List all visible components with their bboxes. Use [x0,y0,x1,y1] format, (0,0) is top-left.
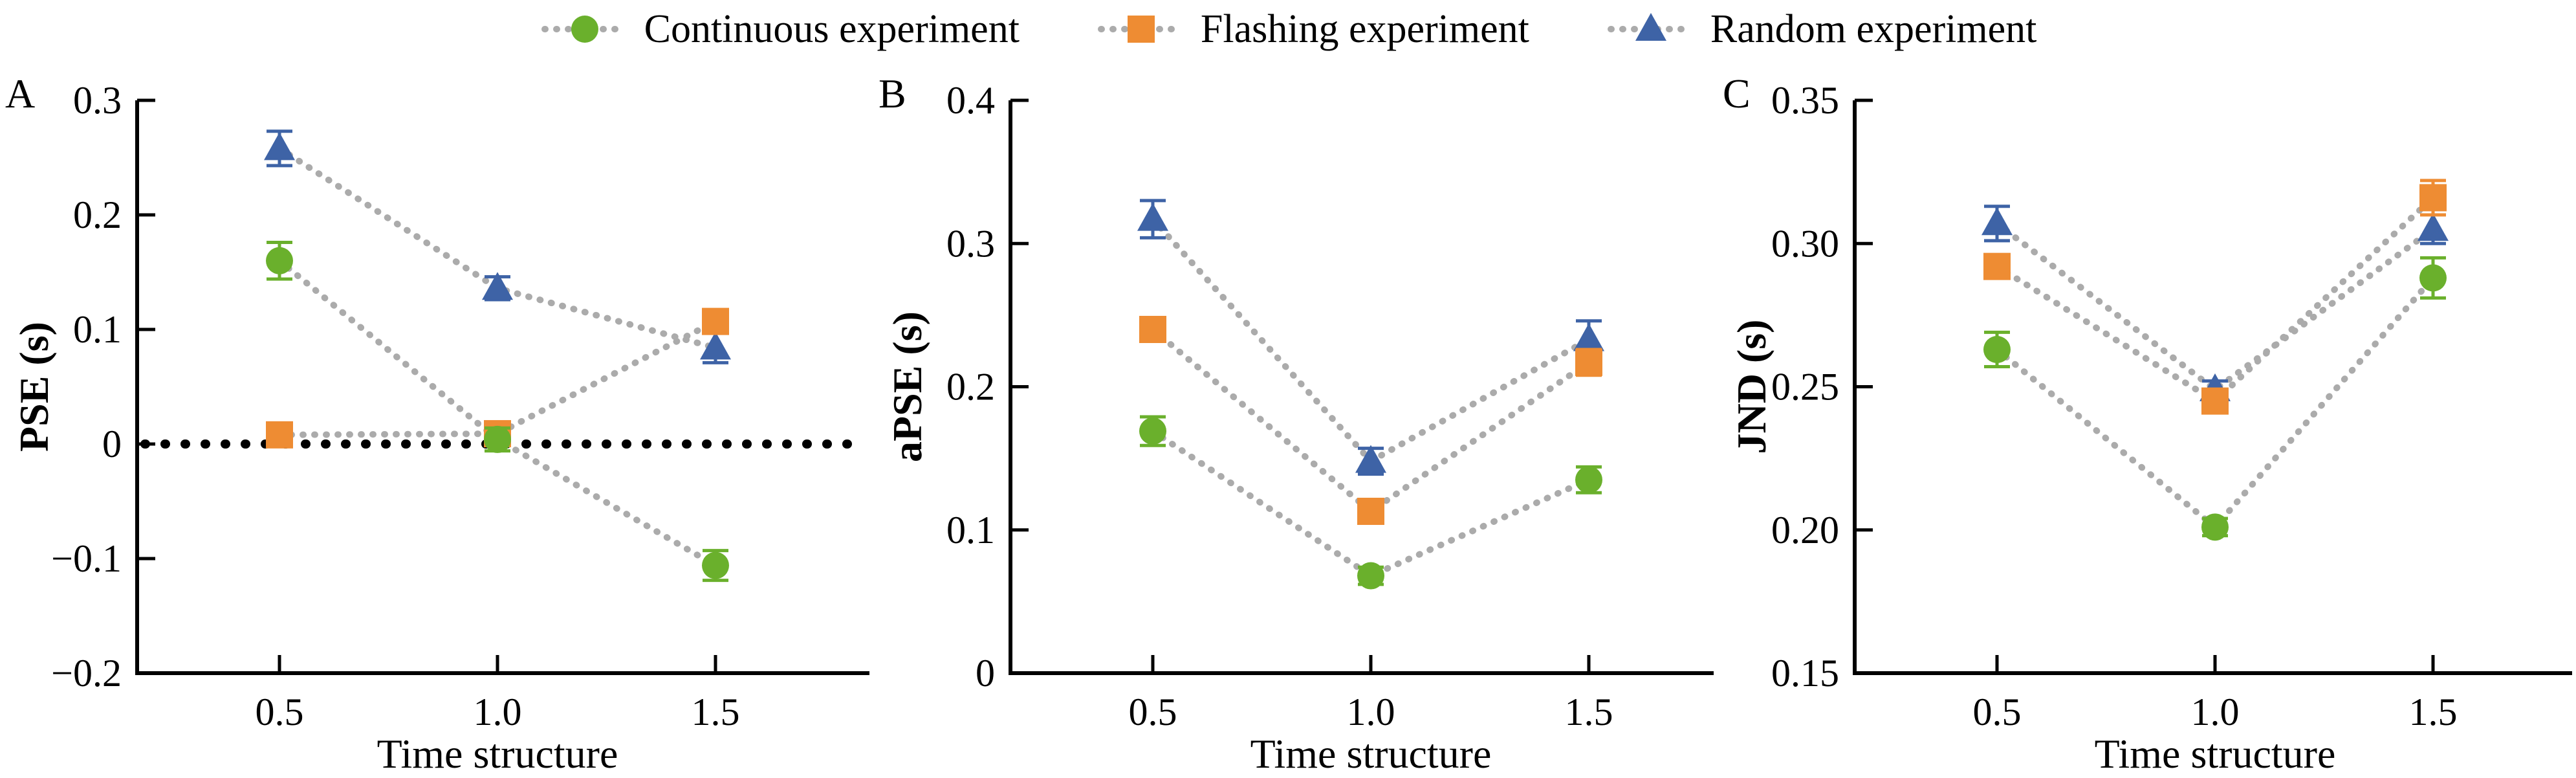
panel-letter: A [5,71,35,117]
x-tick-label: 0.5 [1129,691,1177,733]
axes-spines [1009,100,1714,675]
panel-letter: B [879,71,906,117]
data-point-marker [700,331,731,360]
y-tick-label: 0.3 [946,222,995,265]
series-connector-line [1150,326,1592,516]
data-point-marker [1983,252,2011,280]
y-tick-label: 0.4 [946,79,995,122]
x-tick-label: 1.0 [474,691,522,733]
data-point-marker [1139,417,1166,445]
y-axis-title: aPSE (s) [884,311,930,462]
legend-label-continuous: Continuous experiment [644,7,1020,51]
axes-spines [135,100,869,675]
y-tick-label: 0.35 [1771,79,1839,122]
series-connector-line [1994,220,2436,394]
x-tick-label: 1.5 [1565,691,1613,733]
x-tick-label: 1.5 [692,691,740,733]
panel-letter: C [1723,71,1751,117]
series-connector-line [1994,194,2436,405]
square-marker-icon [1127,16,1155,43]
series-connector-line [1150,428,1592,580]
series-connector-line [1150,216,1592,465]
random-marker-icon [1607,13,1694,41]
y-tick-label: 0.1 [946,509,995,551]
data-point-marker [1981,207,2013,236]
chart-pse: 0.3 0.2 0.1 0 −0.1 −0.2 0.5 1.0 1.5 A PSE (s) Time … [5,71,871,777]
legend: Continuous experiment Flashing experimen… [0,0,2576,58]
x-axis-title: Time structure [377,731,618,777]
data-point-marker [1139,316,1166,343]
flashing-marker-icon [1097,16,1184,43]
series-connector-line [276,145,719,351]
x-axis-title: Time structure [2095,731,2336,777]
legend-label-flashing: Flashing experiment [1200,7,1529,51]
data-point-marker [1357,497,1384,525]
legend-item-flashing: Flashing experiment [1096,1,1529,57]
y-tick-label: −0.1 [51,537,122,580]
y-tick-label: 0.30 [1771,222,1839,265]
y-tick-label: 0.1 [73,308,122,351]
data-point-marker [1137,203,1168,231]
panel-c: 0.35 0.30 0.25 0.20 0.15 0.5 1.0 1.5 C JND (s) Tim… [1718,0,2576,778]
data-point-marker [1357,562,1384,590]
data-point-marker [266,247,293,274]
data-point-marker [1575,466,1602,494]
y-tick-label: 0 [102,423,122,465]
x-tick-label: 0.5 [256,691,304,733]
x-tick-label: 0.5 [1973,691,2022,733]
y-axis-title: PSE (s) [11,322,57,452]
circle-marker-icon [571,16,598,43]
legend-label-random: Random experiment [1710,7,2037,51]
data-point-marker [1573,323,1604,351]
x-tick-label: 1.0 [1347,691,1395,733]
x-tick-label: 1.0 [2191,691,2240,733]
data-point-marker [482,272,513,300]
data-point-marker [2201,513,2229,541]
data-point-marker [2419,184,2447,212]
panel-a: 0.3 0.2 0.1 0 −0.1 −0.2 0.5 1.0 1.5 A PSE (s) Time … [0,0,873,778]
y-tick-label: 0.3 [73,79,122,122]
y-tick-label: 0.2 [73,194,122,236]
y-tick-label: 0.15 [1771,652,1839,695]
y-tick-label: 0.20 [1771,509,1839,551]
data-point-marker [484,425,511,453]
y-tick-label: 0.25 [1771,366,1839,408]
triangle-marker-icon [1635,13,1666,41]
data-point-marker [264,132,295,161]
legend-item-continuous: Continuous experiment [540,1,1020,57]
y-tick-label: 0.2 [946,366,995,408]
series-connector-line [276,257,719,569]
y-tick-label: 0 [976,652,995,695]
data-point-marker [1575,348,1602,376]
x-axis-title: Time structure [1250,731,1492,777]
data-point-marker [2418,213,2449,241]
data-point-marker [266,421,293,449]
data-point-marker [1983,335,2011,363]
chart-jnd: 0.35 0.30 0.25 0.20 0.15 0.5 1.0 1.5 C JND (s) Tim… [1723,71,2572,777]
series-connector-line [276,318,719,438]
data-point-marker [702,551,729,579]
continuous-marker-icon [541,16,628,43]
data-point-marker [2201,387,2229,415]
legend-item-random: Random experiment [1606,1,2036,57]
x-tick-label: 1.5 [2409,691,2458,733]
y-tick-label: −0.2 [51,652,122,695]
data-point-marker [2419,264,2447,292]
y-axis-title: JND (s) [1729,320,1774,454]
data-point-marker [1355,445,1386,473]
data-point-marker [702,307,729,335]
